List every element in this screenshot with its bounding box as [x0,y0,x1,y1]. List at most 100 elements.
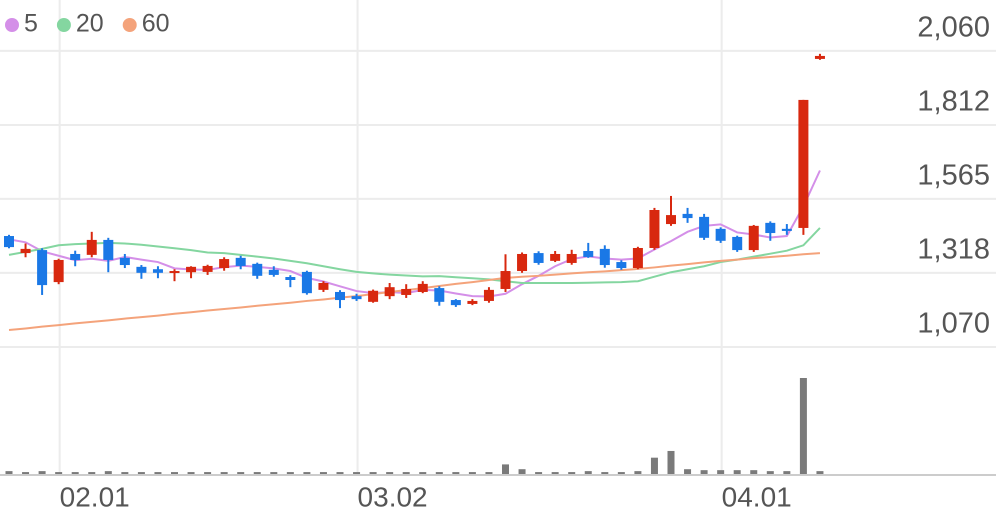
candle-body [682,213,693,219]
candle-body [186,266,197,273]
y-tick-label: 1,565 [917,160,990,192]
candle-body [550,253,561,261]
volume-bar [518,469,526,474]
volume-bar [568,472,576,474]
volume-bar [766,471,774,474]
volume-bar [535,472,543,474]
candle-body [285,277,296,280]
candle-body [318,282,329,290]
ma-line [8,252,821,331]
volume-bar [634,471,642,474]
volume-bar [452,472,460,474]
legend-marker [5,18,19,32]
volume-bar [386,472,394,474]
volume-bar [369,472,377,474]
candle-body [765,222,776,234]
candle-body [268,269,279,275]
candle-body [632,247,643,269]
legend-label: 20 [76,10,104,38]
volume-bar [253,472,261,474]
legend-label: 5 [24,10,38,38]
candle-body [699,216,710,238]
volume-bar [88,472,96,474]
volume-bar [270,472,278,474]
candle-body [732,236,743,251]
candle-body [103,239,114,260]
candle-body [616,262,627,269]
candle-body [136,266,147,273]
y-tick-label: 1,812 [917,86,990,118]
volume-bar [319,472,327,474]
candle-body [119,257,130,266]
candle-body [483,289,494,301]
candle-body [351,296,362,300]
candle-body [599,248,610,266]
volume-bar [733,470,741,474]
x-tick-label: 03.02 [358,481,428,512]
x-tick-label: 02.01 [60,481,130,512]
volume-bar [303,472,311,474]
candle-body [53,259,64,283]
y-tick-label: 1,070 [917,308,990,340]
volume-bar [237,472,245,474]
candle-body [500,271,511,289]
candle-body [649,210,660,248]
volume-bar [71,472,79,474]
candle-body [798,99,809,228]
volume-bar [650,457,658,474]
candle-body [566,253,577,263]
candle-body [219,259,230,269]
legend-label: 60 [142,10,170,38]
volume-bar [154,472,162,474]
volume-bar [220,472,228,474]
volume-bar [502,464,509,474]
candle-body [70,253,81,260]
volume-bar [137,472,145,474]
volume-bar [336,472,344,474]
x-tick-label: 04.01 [722,481,792,512]
candle-body [301,271,312,294]
volume-bar [750,470,758,474]
candle-body [169,271,180,274]
volume-bar [104,471,112,474]
volume-bar [5,471,13,474]
candle-body [715,228,726,241]
candle-body [781,228,792,231]
volume-bar [419,472,427,474]
candle-body [235,257,246,266]
candle-body [467,300,478,304]
ma-line [8,170,821,298]
volume-bar [485,472,493,474]
candle-body [20,248,31,254]
volume-bar [667,450,675,474]
y-tick-label: 1,318 [917,233,990,265]
candle-body [666,215,676,225]
volume-bar [402,472,410,474]
volume-bar [55,472,63,474]
candle-body [202,265,213,272]
candle-body [748,225,759,251]
candle-body [384,287,395,297]
volume-bar [684,469,692,474]
volume-bar [22,472,30,474]
candle-body [401,288,412,295]
candle-body [86,239,97,255]
volume-bar [617,472,625,474]
volume-bar [171,472,178,474]
candle-body [583,250,594,257]
ma-line [8,227,821,284]
volume-bar [121,472,129,474]
volume-bar [353,472,361,474]
candle-body [152,269,163,273]
candle-body [517,253,528,272]
volume-bar [700,470,708,474]
volume-bar [717,470,725,474]
candle-body [335,291,345,301]
candle-body [450,300,461,306]
volume-bar [551,472,559,474]
volume-bar [468,472,476,474]
candle-body [252,263,263,276]
candle-body [814,55,825,59]
volume-bar [286,472,294,474]
